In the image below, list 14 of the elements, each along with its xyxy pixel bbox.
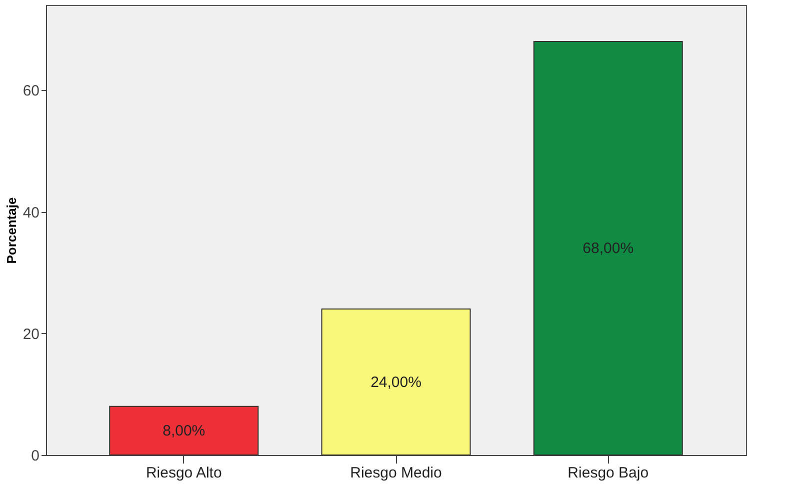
bar <box>321 308 471 456</box>
y-tick-label: 20 <box>22 326 40 343</box>
y-axis-title: Porcentaje <box>4 197 19 264</box>
bar <box>109 406 259 456</box>
data-label: 8,00% <box>162 422 206 440</box>
x-tick-label: Riesgo Alto <box>146 464 222 482</box>
y-tick-label: 0 <box>31 448 40 464</box>
x-tick-label: Riesgo Bajo <box>568 464 649 482</box>
bar <box>533 40 683 456</box>
data-label: 24,00% <box>370 374 422 392</box>
y-tick-label: 60 <box>22 82 40 100</box>
x-tick-label: Riesgo Medio <box>350 464 442 482</box>
y-tick-label: 40 <box>22 204 40 222</box>
data-label: 68,00% <box>582 240 634 258</box>
